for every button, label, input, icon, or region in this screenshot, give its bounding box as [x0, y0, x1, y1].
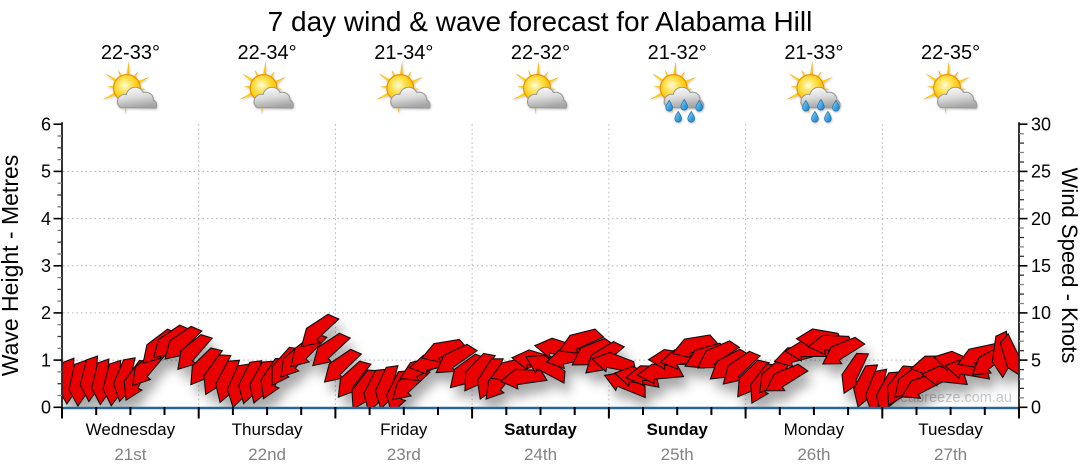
svg-text:5: 5	[41, 162, 51, 182]
svg-text:5: 5	[1031, 350, 1041, 370]
svg-text:23rd: 23rd	[387, 445, 421, 464]
svg-text:7 day wind & wave forecast for: 7 day wind & wave forecast for Alabama H…	[268, 6, 813, 37]
svg-text:20: 20	[1031, 209, 1051, 229]
svg-text:25: 25	[1031, 162, 1051, 182]
svg-text:15: 15	[1031, 256, 1051, 276]
svg-text:21-34°: 21-34°	[374, 42, 433, 64]
svg-text:27th: 27th	[934, 445, 967, 464]
svg-text:4: 4	[41, 209, 51, 229]
svg-text:Thursday: Thursday	[232, 420, 303, 439]
svg-text:Friday: Friday	[380, 420, 428, 439]
svg-text:3: 3	[41, 256, 51, 276]
svg-text:30: 30	[1031, 114, 1051, 134]
svg-text:25th: 25th	[661, 445, 694, 464]
svg-text:10: 10	[1031, 303, 1051, 323]
svg-text:2: 2	[41, 303, 51, 323]
svg-text:0: 0	[41, 398, 51, 418]
svg-text:Saturday: Saturday	[504, 420, 577, 439]
svg-text:22-32°: 22-32°	[511, 42, 570, 64]
svg-text:21-32°: 21-32°	[648, 42, 707, 64]
svg-text:1: 1	[41, 350, 51, 370]
svg-text:22nd: 22nd	[248, 445, 286, 464]
svg-text:Wednesday: Wednesday	[86, 420, 176, 439]
svg-text:Sunday: Sunday	[646, 420, 708, 439]
svg-text:21st: 21st	[114, 445, 146, 464]
svg-text:0: 0	[1031, 398, 1041, 418]
svg-text:Monday: Monday	[784, 420, 845, 439]
svg-text:21-33°: 21-33°	[784, 42, 843, 64]
svg-text:22-35°: 22-35°	[921, 42, 980, 64]
svg-text:26th: 26th	[797, 445, 830, 464]
svg-text:Wind Speed - Knots: Wind Speed - Knots	[1057, 168, 1080, 364]
svg-text:Wave Height - Metres: Wave Height - Metres	[0, 155, 23, 377]
svg-text:22-34°: 22-34°	[238, 42, 297, 64]
svg-text:24th: 24th	[524, 445, 557, 464]
svg-text:6: 6	[41, 114, 51, 134]
svg-text:Tuesday: Tuesday	[918, 420, 983, 439]
svg-text:22-33°: 22-33°	[101, 42, 160, 64]
